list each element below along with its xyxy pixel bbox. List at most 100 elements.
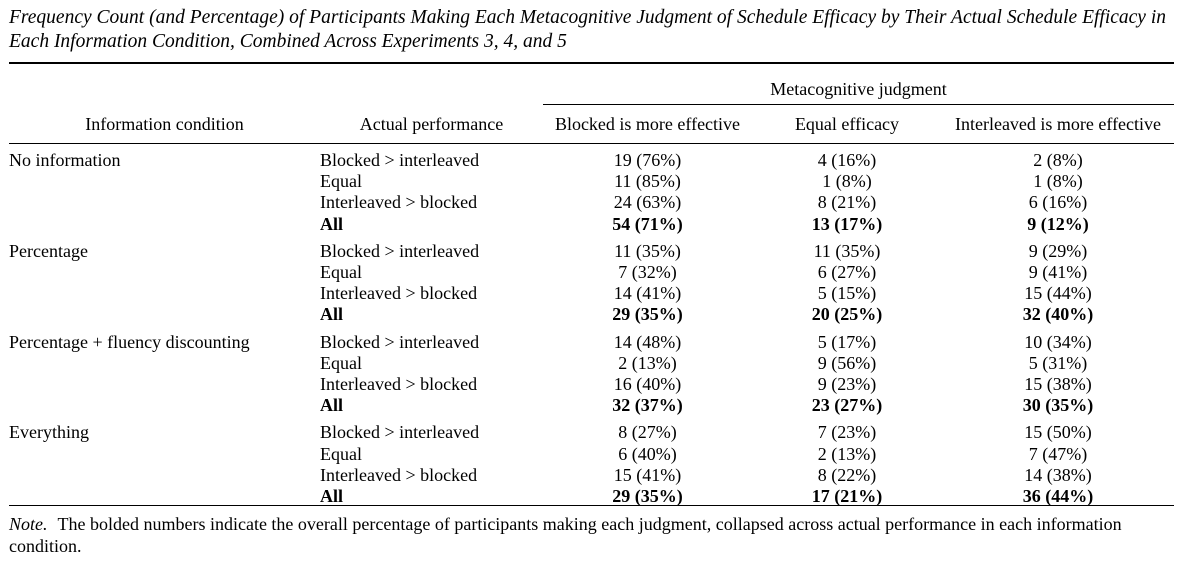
interleaved-cell: 5 (31%) xyxy=(1028,352,1088,373)
equal-cell: 9 (23%) xyxy=(817,374,877,395)
equal-cell: 8 (22%) xyxy=(817,464,877,485)
interleaved-cell: 1 (8%) xyxy=(1033,171,1083,192)
condition-cell xyxy=(9,304,320,325)
performance-cell: Interleaved > blocked xyxy=(320,283,478,304)
equal-cell: 8 (21%) xyxy=(817,192,877,213)
interleaved-cell: 6 (16%) xyxy=(1028,192,1088,213)
performance-cell: Blocked > interleaved xyxy=(320,422,480,443)
performance-cell: All xyxy=(320,213,344,234)
performance-cell: Equal xyxy=(320,262,362,283)
table-row: All 32 (37%) 23 (27%) 30 (35%) xyxy=(9,395,1174,416)
condition-cell xyxy=(9,171,320,192)
equal-cell: 7 (23%) xyxy=(817,422,877,443)
condition-cell xyxy=(9,395,320,416)
equal-cell: 5 (15%) xyxy=(817,283,877,304)
equal-cell: 20 (25%) xyxy=(811,304,883,325)
interleaved-cell: 14 (38%) xyxy=(1024,464,1092,485)
table-caption: Frequency Count (and Percentage) of Part… xyxy=(9,7,1167,52)
equal-cell: 9 (56%) xyxy=(817,352,877,373)
column-header-blocked: Blocked is more effective xyxy=(554,114,741,134)
condition-cell: Percentage + fluency discounting xyxy=(9,331,250,352)
interleaved-cell: 10 (34%) xyxy=(1024,331,1092,352)
interleaved-cell: 7 (47%) xyxy=(1028,443,1088,464)
performance-cell: Blocked > interleaved xyxy=(320,331,480,352)
performance-cell: Equal xyxy=(320,443,362,464)
table-row: Equal 2 (13%) 9 (56%) 5 (31%) xyxy=(9,353,1174,374)
interleaved-cell: 15 (50%) xyxy=(1024,422,1092,443)
data-table: Information condition Actual performance… xyxy=(9,112,1174,507)
condition-cell xyxy=(9,192,320,213)
performance-cell: All xyxy=(320,486,344,507)
column-header-actual-performance: Actual performance xyxy=(359,114,504,134)
table-row: Interleaved > blocked 16 (40%) 9 (23%) 15 (… xyxy=(9,374,1174,395)
spanner-rule xyxy=(543,104,1174,105)
interleaved-cell: 9 (12%) xyxy=(1027,213,1089,234)
table-row: Interleaved > blocked 24 (63%) 8 (21%) 6 (1… xyxy=(9,192,1174,213)
blocked-cell: 14 (41%) xyxy=(613,283,682,304)
blocked-cell: 24 (63%) xyxy=(613,192,682,213)
blocked-cell: 6 (40%) xyxy=(618,443,677,464)
condition-cell: Everything xyxy=(9,422,89,443)
table-row: All 54 (71%) 13 (17%) 9 (12%) xyxy=(9,214,1174,235)
blocked-cell: 11 (85%) xyxy=(614,171,681,192)
note-text: The bolded numbers indicate the overall … xyxy=(9,514,1122,556)
header-rule xyxy=(9,143,1174,144)
performance-cell: Blocked > interleaved xyxy=(320,150,480,170)
top-rule xyxy=(9,62,1174,64)
performance-cell: Interleaved > blocked xyxy=(320,192,478,213)
condition-cell xyxy=(9,283,320,304)
interleaved-cell: 36 (44%) xyxy=(1022,486,1094,507)
note-label: Note. xyxy=(9,514,48,534)
blocked-cell: 8 (27%) xyxy=(618,422,677,443)
column-header-interleaved: Interleaved is more effective xyxy=(954,114,1162,134)
blocked-cell: 29 (35%) xyxy=(612,486,683,507)
table-note: Note. The bolded numbers indicate the ove… xyxy=(9,514,1174,557)
performance-cell: Equal xyxy=(320,352,362,373)
equal-cell: 2 (13%) xyxy=(817,443,877,464)
interleaved-cell: 9 (41%) xyxy=(1028,262,1088,283)
blocked-cell: 14 (48%) xyxy=(613,331,682,352)
equal-cell: 5 (17%) xyxy=(817,331,877,352)
table-row: No information Blocked > interleaved 19 (7… xyxy=(9,144,1174,171)
table-row: Equal 6 (40%) 2 (13%) 7 (47%) xyxy=(9,444,1174,465)
equal-cell: 1 (8%) xyxy=(822,171,872,192)
condition-cell xyxy=(9,353,320,374)
condition-cell xyxy=(9,214,320,235)
performance-cell: All xyxy=(320,304,344,325)
blocked-cell: 29 (35%) xyxy=(612,304,683,325)
interleaved-cell: 2 (8%) xyxy=(1033,150,1083,170)
condition-cell: Percentage xyxy=(9,240,88,261)
equal-cell: 11 (35%) xyxy=(813,240,881,261)
blocked-cell: 7 (32%) xyxy=(618,262,677,283)
table-row: All 29 (35%) 17 (21%) 36 (44%) xyxy=(9,486,1174,507)
blocked-cell: 16 (40%) xyxy=(613,374,682,395)
condition-cell xyxy=(9,374,320,395)
condition-cell xyxy=(9,465,320,486)
performance-cell: Equal xyxy=(320,171,362,192)
interleaved-cell: 30 (35%) xyxy=(1022,395,1094,416)
table-row: Percentage Blocked > interleaved 11 (35%) 1… xyxy=(9,235,1174,262)
column-header-information-condition: Information condition xyxy=(85,114,244,134)
equal-cell: 23 (27%) xyxy=(811,395,883,416)
performance-cell: Interleaved > blocked xyxy=(320,374,478,395)
performance-cell: All xyxy=(320,395,344,416)
condition-cell xyxy=(9,262,320,283)
equal-cell: 6 (27%) xyxy=(817,262,877,283)
equal-cell: 4 (16%) xyxy=(817,150,877,170)
blocked-cell: 54 (71%) xyxy=(612,213,683,234)
blocked-cell: 11 (35%) xyxy=(614,240,681,261)
table-row: Equal 11 (85%) 1 (8%) 1 (8%) xyxy=(9,171,1174,192)
equal-cell: 17 (21%) xyxy=(811,486,883,507)
table-row: Interleaved > blocked 15 (41%) 8 (22%) 14 (… xyxy=(9,465,1174,486)
bottom-rule xyxy=(9,505,1174,506)
interleaved-cell: 32 (40%) xyxy=(1022,304,1094,325)
table-row: Everything Blocked > interleaved 8 (27%) 7 … xyxy=(9,416,1174,443)
blocked-cell: 19 (76%) xyxy=(613,150,682,170)
table-row: Equal 7 (32%) 6 (27%) 9 (41%) xyxy=(9,262,1174,283)
column-header-row: Information condition Actual performance… xyxy=(9,112,1174,144)
blocked-cell: 15 (41%) xyxy=(613,464,682,485)
blocked-cell: 32 (37%) xyxy=(612,395,683,416)
equal-cell: 13 (17%) xyxy=(811,213,883,234)
column-header-equal: Equal efficacy xyxy=(794,114,900,134)
condition-cell: No information xyxy=(9,150,121,170)
